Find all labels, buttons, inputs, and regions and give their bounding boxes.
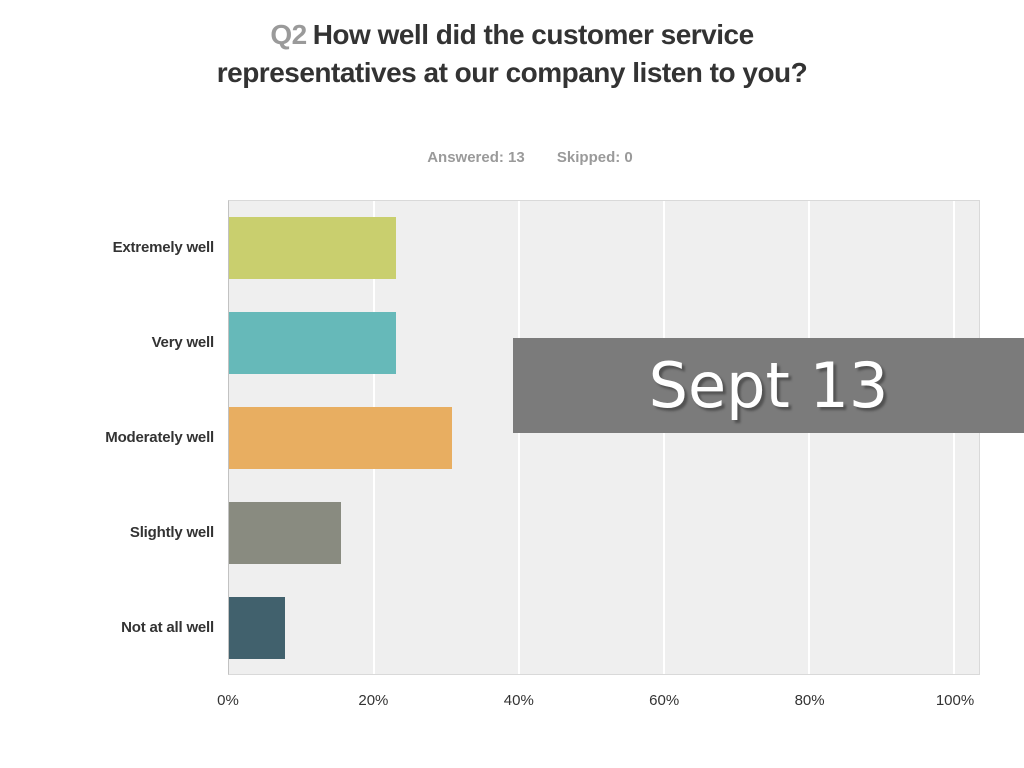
x-axis-tick-label: 100% — [935, 692, 975, 709]
category-label: Extremely well — [112, 239, 215, 256]
chart-bar-extremely-well — [229, 217, 397, 279]
percent-axis: 0% 20% 40% 60% 80% 100% — [217, 692, 980, 714]
category-label: Very well — [151, 334, 215, 351]
answered-count: Answered: 13 — [427, 149, 525, 166]
chart-bar-not-at-all-well — [229, 597, 285, 659]
date-overlay-banner: Sept 13 — [513, 338, 1024, 433]
category-label: Moderately well — [105, 429, 214, 446]
x-axis-tick-label: 60% — [649, 692, 680, 709]
x-axis-tick-label: 0% — [217, 692, 239, 709]
question-text: How well did the customer service repres… — [216, 19, 808, 88]
x-axis-tick-label: 40% — [503, 692, 534, 709]
x-axis-tick-label: 20% — [358, 692, 389, 709]
response-summary: Answered: 13 Skipped: 0 — [0, 149, 1024, 166]
gridline — [518, 201, 521, 674]
chart-bar-very-well — [229, 312, 397, 374]
chart-bar-moderately-well — [229, 407, 453, 469]
bar-chart-plot-area — [228, 200, 980, 675]
category-axis: Extremely well Very well Moderately well Sl… — [0, 200, 214, 675]
gridline — [663, 201, 666, 674]
gridline — [953, 201, 956, 674]
skipped-count: Skipped: 0 — [556, 149, 633, 166]
category-label: Not at all well — [121, 619, 214, 636]
chart-title: Q2 How well did the customer service repr… — [197, 16, 827, 92]
chart-bar-slightly-well — [229, 502, 341, 564]
category-label: Slightly well — [129, 524, 214, 541]
x-axis-tick-label: 80% — [794, 692, 825, 709]
date-overlay-label: Sept 13 — [648, 349, 889, 422]
gridline — [808, 201, 811, 674]
question-number: Q2 — [270, 19, 307, 50]
